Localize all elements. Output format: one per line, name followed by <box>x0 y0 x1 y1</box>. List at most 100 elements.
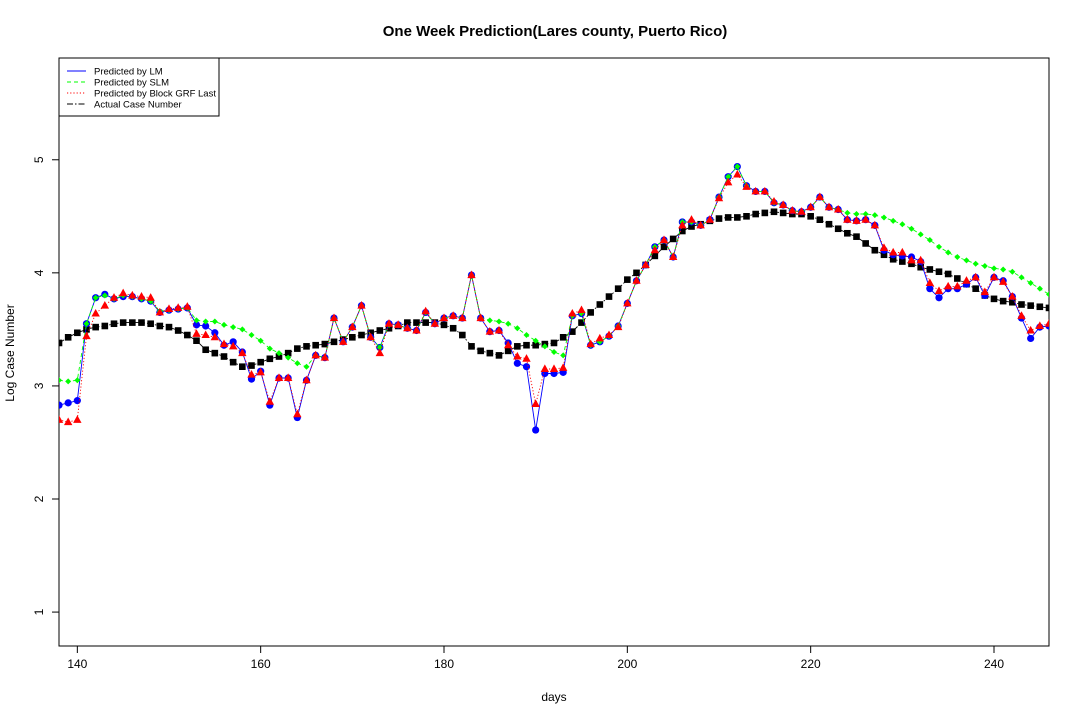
x-tick-label: 200 <box>617 657 637 671</box>
data-point <box>59 401 63 409</box>
data-point <box>953 281 962 290</box>
data-point <box>833 204 843 213</box>
legend-box <box>58 57 220 117</box>
data-point <box>495 352 503 359</box>
data-point <box>659 235 669 244</box>
data-point <box>73 415 82 423</box>
data-point <box>119 319 127 326</box>
data-point <box>558 363 568 371</box>
data-point <box>384 319 394 327</box>
data-point <box>146 293 155 301</box>
data-point <box>815 192 825 201</box>
data-point <box>193 317 200 324</box>
data-point <box>944 270 952 278</box>
plot-area: 140 160 180 200 220 240 1 2 3 4 5 <box>32 57 1050 671</box>
data-point <box>211 318 218 325</box>
data-point <box>202 346 209 354</box>
data-point <box>358 331 365 339</box>
data-point <box>742 182 751 190</box>
data-point <box>870 220 880 229</box>
series-line <box>59 173 1049 423</box>
data-point <box>239 363 246 370</box>
data-point <box>899 221 906 228</box>
data-point <box>228 341 238 350</box>
data-point <box>871 212 878 219</box>
data-point <box>219 339 229 348</box>
data-point <box>376 344 383 351</box>
data-point <box>954 275 961 282</box>
data-point <box>496 318 502 325</box>
data-point <box>981 263 988 270</box>
data-point <box>797 207 806 215</box>
data-point <box>696 220 705 229</box>
data-point <box>824 202 834 211</box>
data-point <box>422 319 429 326</box>
x-tick-label: 140 <box>67 657 87 671</box>
data-point <box>889 255 897 263</box>
data-point <box>165 323 173 331</box>
data-point <box>476 313 485 322</box>
data-point <box>1008 291 1017 300</box>
data-point <box>523 332 530 339</box>
data-point <box>788 206 797 214</box>
data-point <box>916 255 925 264</box>
data-point <box>613 322 623 331</box>
data-point <box>853 233 860 240</box>
data-point <box>641 260 650 268</box>
data-point <box>91 308 100 317</box>
data-point <box>138 319 145 326</box>
data-point <box>174 327 182 334</box>
data-point <box>303 343 310 350</box>
data-point <box>1017 311 1026 319</box>
data-point <box>303 363 310 370</box>
data-point <box>1046 291 1049 298</box>
data-point <box>73 397 81 405</box>
data-point <box>899 258 906 265</box>
y-tick-label: 4 <box>32 269 46 276</box>
data-point <box>1036 285 1043 292</box>
data-point <box>137 291 146 300</box>
data-point <box>193 337 200 344</box>
data-point <box>723 177 733 186</box>
data-point <box>605 293 613 300</box>
data-point <box>1009 298 1016 306</box>
data-point <box>109 293 119 301</box>
data-point <box>725 173 732 180</box>
data-point <box>945 249 952 256</box>
data-point <box>412 325 421 334</box>
data-point <box>285 354 292 361</box>
data-point <box>1009 268 1016 275</box>
data-point <box>587 309 594 316</box>
data-point <box>312 341 319 349</box>
data-point <box>101 292 108 299</box>
data-point <box>1044 319 1049 327</box>
data-point <box>669 235 677 243</box>
data-point <box>907 255 916 264</box>
data-point <box>678 220 687 229</box>
data-point <box>129 319 136 326</box>
data-point <box>549 364 559 372</box>
data-point <box>494 325 504 334</box>
legend-label: Predicted by Block GRF Last <box>94 89 216 100</box>
data-point <box>568 308 577 317</box>
data-point <box>633 269 640 277</box>
data-point <box>934 286 944 294</box>
data-point <box>375 348 385 357</box>
data-point <box>743 213 750 220</box>
data-point <box>752 210 759 218</box>
x-tick-label: 180 <box>434 657 454 671</box>
data-point <box>844 209 851 216</box>
series-line <box>59 165 1049 431</box>
data-point <box>329 313 339 322</box>
data-point <box>687 215 696 223</box>
data-point <box>943 281 953 290</box>
data-point <box>908 225 915 232</box>
data-point <box>366 332 375 341</box>
x-axis-label: days <box>541 690 566 704</box>
data-point <box>1035 321 1045 329</box>
data-point <box>972 260 979 267</box>
data-point <box>917 263 924 271</box>
data-point <box>1045 304 1049 312</box>
